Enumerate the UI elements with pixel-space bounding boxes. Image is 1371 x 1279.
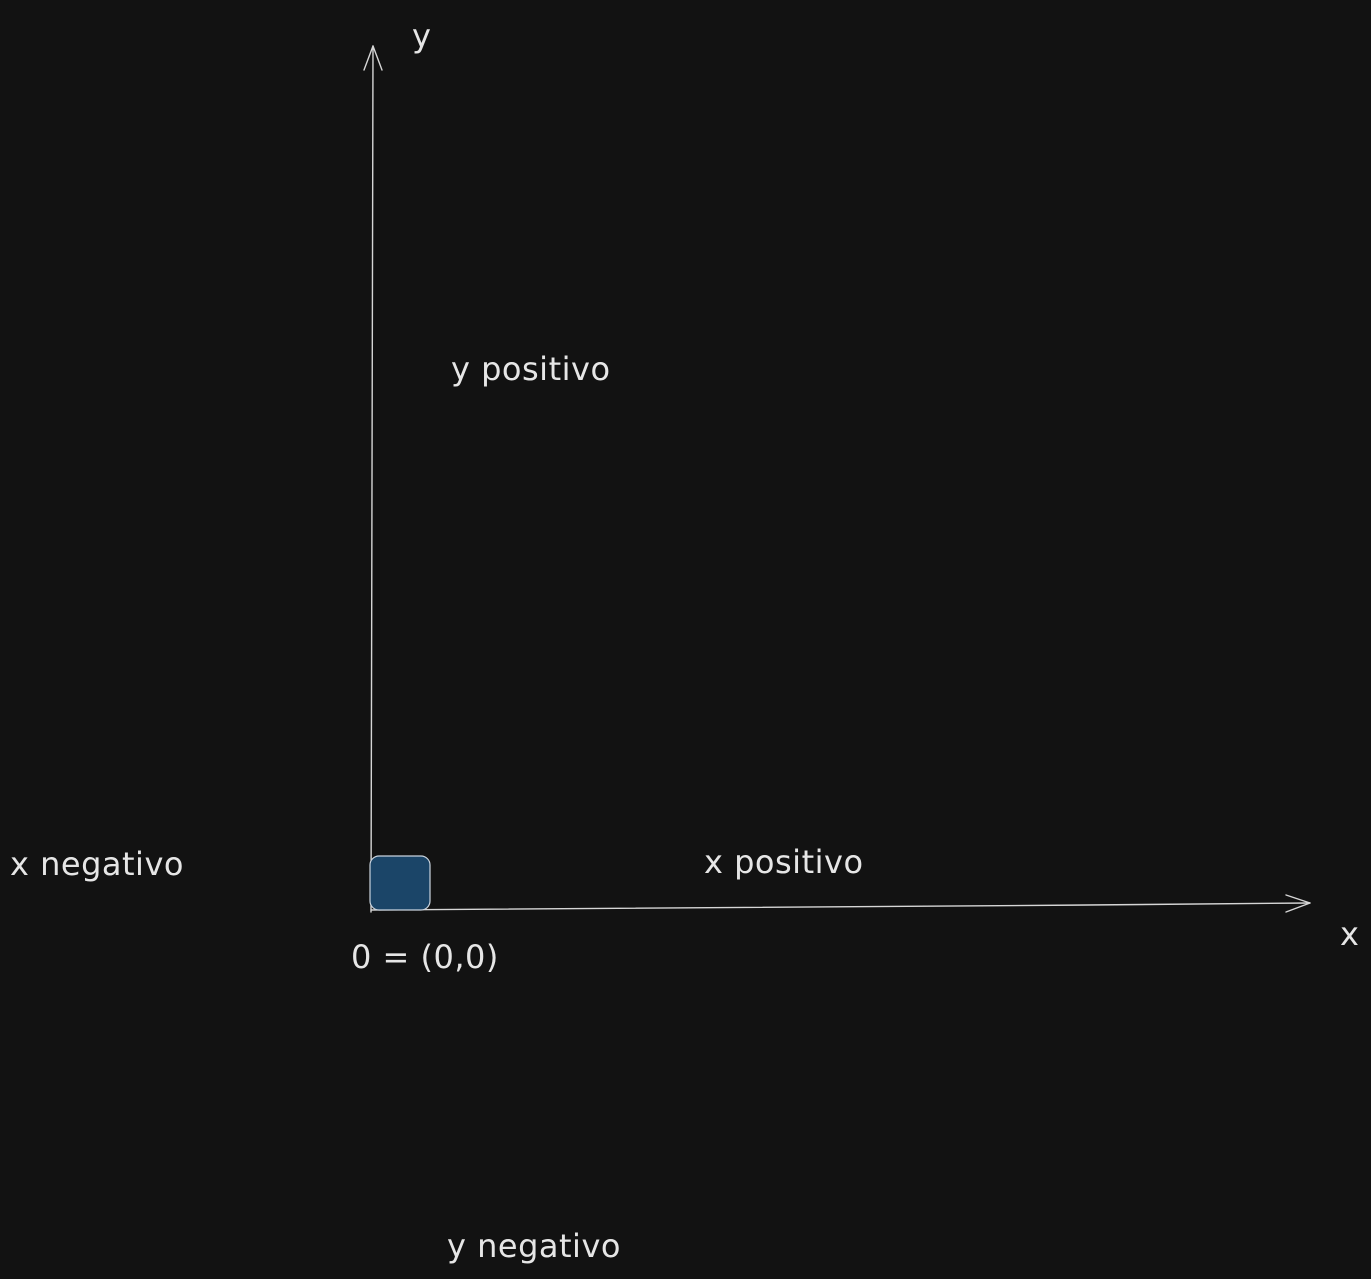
x-axis-line [370,902,1311,911]
x-negative-label: x negativo [10,845,184,883]
y-axis-line [370,45,374,913]
y-axis-arrowhead [363,45,383,71]
origin-label: 0 = (0,0) [351,938,499,976]
x-axis-label: x [1340,915,1359,953]
x-axis-arrowhead [1285,894,1311,913]
origin-box [369,855,431,911]
y-axis-label: y [412,17,431,55]
x-positive-label: x positivo [704,843,864,881]
y-positive-label: y positivo [451,350,611,388]
x-axis [370,894,1311,913]
y-negative-label: y negativo [447,1227,621,1265]
y-axis [363,45,383,913]
